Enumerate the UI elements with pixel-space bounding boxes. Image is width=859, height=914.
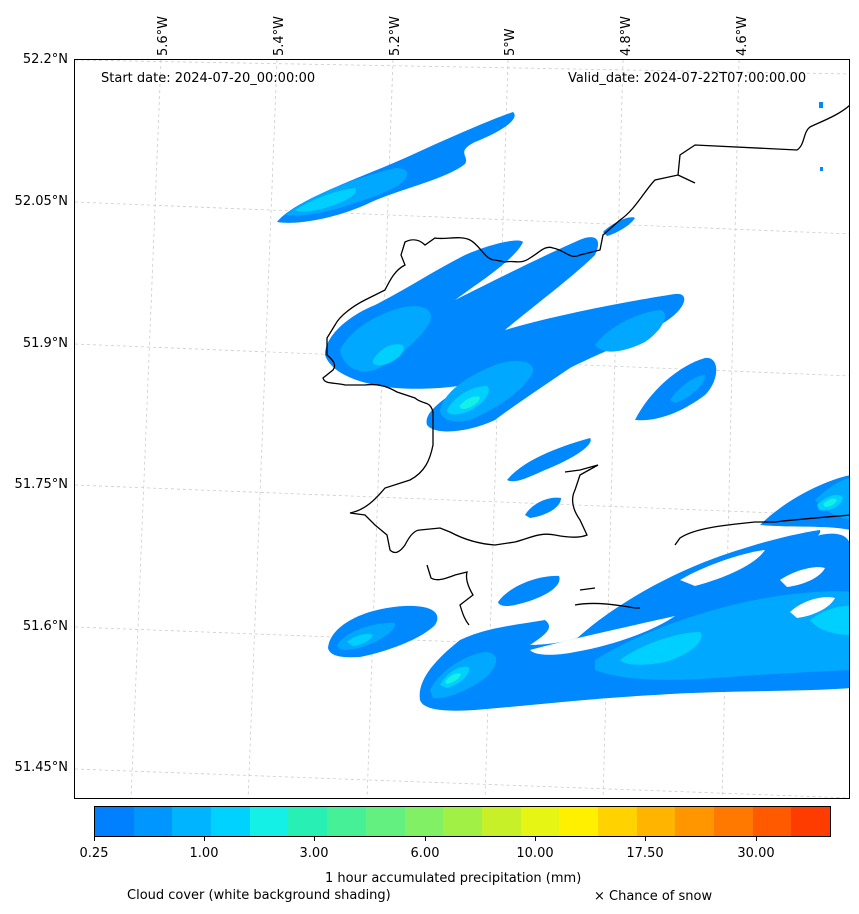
colorbar-segment bbox=[714, 807, 753, 836]
coastline bbox=[322, 104, 849, 626]
colorbar-segment bbox=[365, 807, 405, 836]
lon-label: 4.6°W bbox=[735, 15, 750, 56]
precip-cell bbox=[603, 217, 635, 236]
precip-cell bbox=[595, 310, 665, 352]
precip-cell bbox=[459, 396, 480, 409]
clear-gaps bbox=[530, 550, 835, 655]
lat-label: 51.6°N bbox=[22, 619, 68, 634]
lon-label: 5.4°W bbox=[272, 15, 287, 56]
lat-label: 52.2°N bbox=[22, 52, 68, 67]
precip-cell bbox=[295, 188, 356, 212]
colorbar-segment bbox=[133, 807, 173, 836]
colorbar bbox=[94, 806, 831, 837]
precip-cell bbox=[620, 632, 702, 665]
colorbar-segment bbox=[752, 807, 792, 836]
colorbar-tick bbox=[645, 837, 646, 841]
colorbar-tick bbox=[425, 837, 426, 841]
snow-legend: × Chance of snow bbox=[594, 889, 713, 904]
colorbar-segment bbox=[597, 807, 637, 836]
colorbar-segment bbox=[559, 807, 598, 836]
colorbar-tick bbox=[94, 837, 95, 841]
colorbar-segment bbox=[172, 807, 212, 836]
colorbar-segment bbox=[481, 807, 521, 836]
colorbar-segment bbox=[636, 807, 676, 836]
colorbar-segment bbox=[95, 807, 134, 836]
lon-label: 5.2°W bbox=[388, 15, 403, 56]
precip-cell bbox=[372, 344, 404, 366]
colorbar-tick-label: 0.25 bbox=[79, 846, 109, 861]
precip-cell bbox=[570, 530, 821, 652]
colorbar-tick bbox=[314, 837, 315, 841]
precip-cell bbox=[819, 102, 823, 108]
colorbar-tick-label: 6.00 bbox=[410, 846, 440, 861]
map-canvas bbox=[75, 60, 849, 798]
cloud-cover-note: Cloud cover (white background shading) bbox=[127, 888, 391, 903]
colorbar-tick bbox=[204, 837, 205, 841]
precip-cell bbox=[498, 575, 560, 606]
lat-label: 51.45°N bbox=[14, 760, 68, 775]
colorbar-tick bbox=[535, 837, 536, 841]
colorbar-tick-label: 10.00 bbox=[516, 846, 554, 861]
precip-cell bbox=[760, 475, 849, 530]
colorbar-tick-label: 17.50 bbox=[626, 846, 664, 861]
precip-cell bbox=[810, 605, 849, 635]
precip-cell bbox=[635, 357, 717, 421]
lat-label: 52.05°N bbox=[14, 194, 68, 209]
colorbar-segment bbox=[211, 807, 250, 836]
colorbar-segment bbox=[520, 807, 560, 836]
lat-label: 51.9°N bbox=[22, 336, 68, 351]
precip-cell bbox=[445, 673, 461, 684]
colorbar-segment bbox=[249, 807, 289, 836]
precip-cell bbox=[340, 306, 431, 372]
precip-cell bbox=[347, 633, 373, 646]
lon-label: 5.6°W bbox=[156, 15, 171, 56]
colorbar-segment bbox=[443, 807, 482, 836]
lon-label: 5°W bbox=[503, 28, 518, 56]
lat-label: 51.75°N bbox=[14, 477, 68, 492]
precip-cell bbox=[820, 167, 823, 171]
precip-cell bbox=[670, 375, 705, 403]
colorbar-tick-label: 1.00 bbox=[189, 846, 219, 861]
colorbar-label: 1 hour accumulated precipitation (mm) bbox=[325, 871, 582, 886]
precip-cell bbox=[525, 497, 561, 518]
precip-cell bbox=[325, 237, 685, 432]
colorbar-segment bbox=[327, 807, 366, 836]
colorbar-segment bbox=[404, 807, 444, 836]
colorbar-tick-label: 3.00 bbox=[299, 846, 329, 861]
start-date-label: Start date: 2024-07-20_00:00:00 bbox=[101, 71, 316, 86]
colorbar-tick-label: 30.00 bbox=[737, 846, 775, 861]
precip-cell bbox=[507, 438, 591, 482]
lon-label: 4.8°W bbox=[619, 15, 634, 56]
precipitation-map bbox=[74, 59, 850, 799]
colorbar-tick bbox=[756, 837, 757, 841]
valid-date-label: Valid_date: 2024-07-22T07:00:00.00 bbox=[568, 71, 807, 86]
precipitation-areas bbox=[277, 102, 849, 711]
colorbar-segment bbox=[791, 807, 831, 836]
colorbar-segment bbox=[288, 807, 328, 836]
colorbar-segment bbox=[675, 807, 714, 836]
precip-cell bbox=[823, 498, 837, 507]
